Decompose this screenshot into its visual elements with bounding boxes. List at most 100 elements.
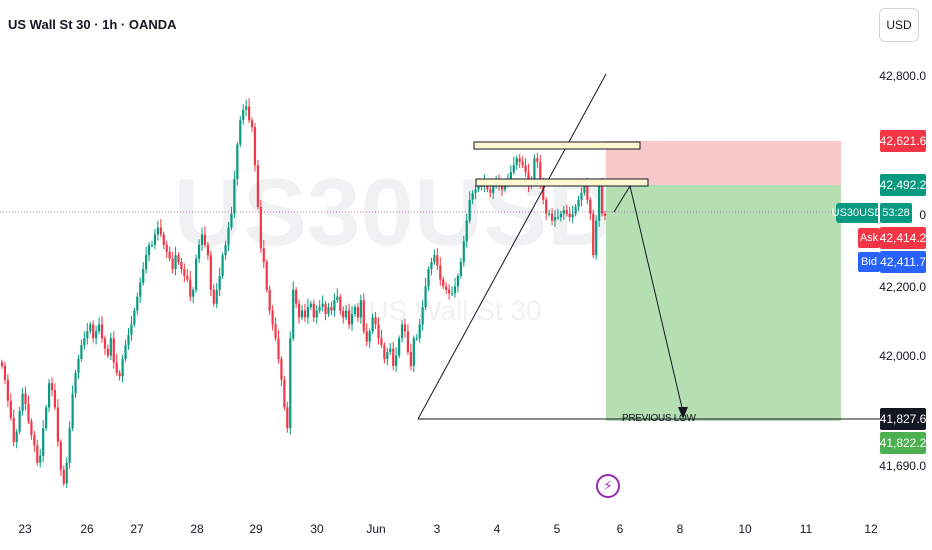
candle-body xyxy=(168,251,171,259)
candle-body xyxy=(245,106,248,110)
level-price-badge: 41,827.6 xyxy=(880,408,926,430)
candle-body xyxy=(142,269,145,283)
candle-body xyxy=(312,303,315,318)
candle-body xyxy=(36,445,39,463)
candle-body xyxy=(577,199,580,207)
candle-body xyxy=(568,213,571,218)
stop-price-badge: 42,621.6 xyxy=(880,130,926,152)
date-tick: 30 xyxy=(310,522,324,536)
chart-title: US Wall St 30 · 1h · OANDA xyxy=(8,17,177,32)
date-tick: 29 xyxy=(249,522,263,536)
candle-body xyxy=(336,296,339,301)
candle-body xyxy=(492,186,495,193)
currency-button[interactable]: USD xyxy=(879,8,919,42)
candle-body xyxy=(292,289,295,339)
candle-body xyxy=(553,217,557,221)
candle-body xyxy=(177,255,180,263)
candle-body xyxy=(159,227,162,235)
candle-body xyxy=(450,293,454,295)
candle-body xyxy=(598,186,601,221)
candle-body xyxy=(362,300,365,332)
candle-body xyxy=(0,362,4,366)
candle-body xyxy=(103,338,107,349)
candle-body xyxy=(27,403,30,422)
candle-body xyxy=(397,338,401,356)
candle-body xyxy=(162,234,165,245)
candle-body xyxy=(295,289,298,304)
price-tick: 42,800.0 xyxy=(879,69,926,83)
candle-body xyxy=(206,244,210,256)
candle-body xyxy=(368,331,371,342)
candle-body xyxy=(283,379,286,408)
candle-body xyxy=(171,258,174,270)
candle-body xyxy=(515,158,518,166)
candle-body xyxy=(239,120,242,145)
date-tick: 27 xyxy=(130,522,144,536)
candle-body xyxy=(374,317,377,325)
candle-body xyxy=(192,289,195,297)
candle-body xyxy=(600,186,604,214)
candle-body xyxy=(86,331,89,339)
candle-body xyxy=(236,144,239,180)
candle-body xyxy=(68,428,71,463)
candle-body xyxy=(586,186,589,200)
date-tick: 10 xyxy=(738,522,752,536)
price-tick: 42,200.0 xyxy=(879,280,926,294)
candle-body xyxy=(247,106,251,121)
candle-body xyxy=(383,345,386,359)
candle-body xyxy=(233,179,236,214)
candle-body xyxy=(565,210,568,214)
candle-body xyxy=(277,338,280,359)
candle-body xyxy=(433,255,436,263)
date-tick: 5 xyxy=(553,522,561,536)
candle-body xyxy=(536,158,539,162)
candle-body xyxy=(3,365,7,380)
candle-body xyxy=(200,234,204,245)
candle-body xyxy=(333,300,336,311)
candle-body xyxy=(386,352,389,359)
candle-body xyxy=(127,334,130,346)
candle-body xyxy=(274,324,277,339)
candle-body xyxy=(209,255,212,290)
candle-body xyxy=(315,310,318,318)
candle-body xyxy=(271,310,274,325)
candle-body xyxy=(24,393,27,404)
candle-body xyxy=(345,310,348,318)
candle-body xyxy=(74,372,77,394)
candlestick-series xyxy=(0,98,607,489)
candle-body xyxy=(224,244,227,256)
candle-body xyxy=(356,307,360,318)
date-tick: Jun xyxy=(366,522,386,536)
candle-body xyxy=(580,192,583,200)
candle-body xyxy=(521,161,524,166)
candle-body xyxy=(130,324,133,335)
candle-body xyxy=(62,469,65,484)
candle-body xyxy=(533,158,536,180)
candle-body xyxy=(550,213,554,221)
lightning-icon[interactable]: ⚡ xyxy=(596,474,620,498)
candle-body xyxy=(212,289,215,304)
candle-body xyxy=(324,303,327,315)
candle-body xyxy=(80,345,83,359)
candle-body xyxy=(6,379,9,401)
date-tick: 8 xyxy=(676,522,684,536)
candle-body xyxy=(189,279,192,297)
candle-body xyxy=(436,255,439,266)
candle-body xyxy=(153,234,157,245)
candle-body xyxy=(39,455,42,463)
candle-body xyxy=(165,244,168,252)
candle-body xyxy=(347,310,351,325)
candle-body xyxy=(83,338,86,346)
candle-body xyxy=(280,359,283,380)
candle-body xyxy=(106,348,109,356)
candle-body xyxy=(574,206,577,214)
candle-body xyxy=(342,310,345,318)
candle-body xyxy=(445,286,448,290)
candle-body xyxy=(253,127,257,166)
candle-body xyxy=(518,158,521,162)
candle-body xyxy=(509,172,512,180)
candle-body xyxy=(453,286,457,294)
candle-body xyxy=(559,213,562,218)
candle-body xyxy=(174,255,177,270)
